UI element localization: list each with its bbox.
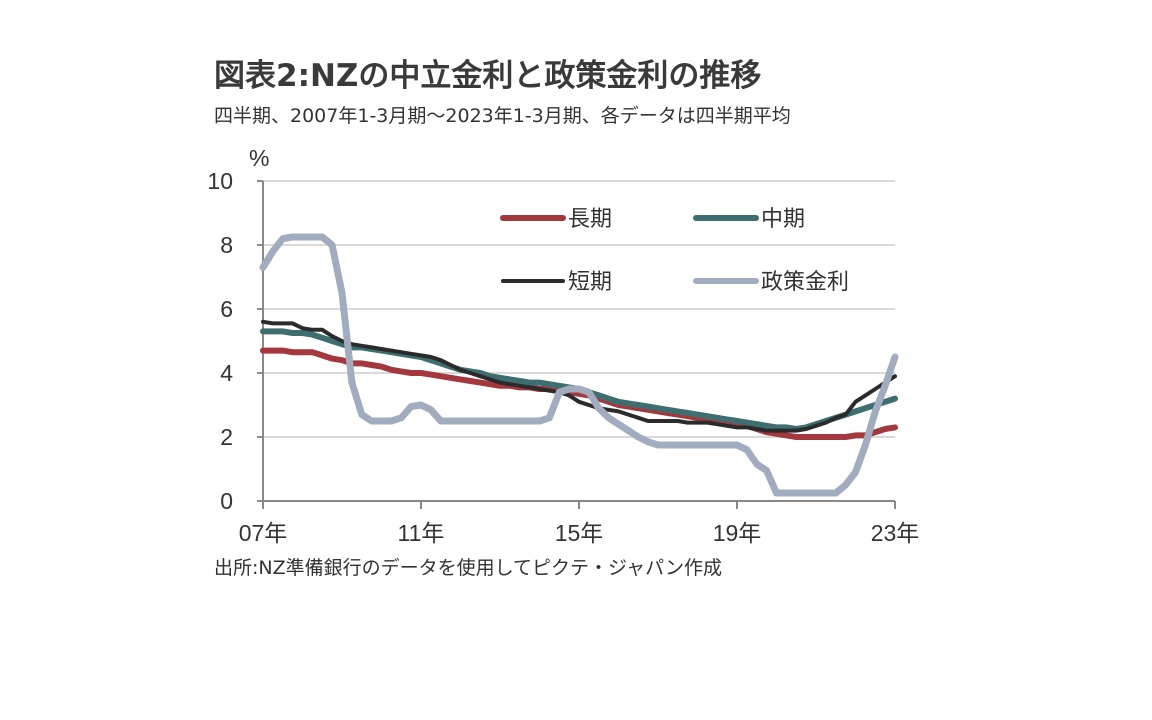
series-line-短期 [261, 319, 897, 433]
legend-item: 中期 [693, 207, 805, 232]
legend-item: 長期 [500, 207, 612, 232]
x-axis-ticks: 07年 11年 15年 19年 23年 [239, 501, 920, 546]
legend-label: 長期 [568, 207, 612, 232]
chart-title: 図表2:NZの中立金利と政策金利の推移 [214, 58, 762, 94]
x-tick-label: 07年 [239, 520, 288, 546]
y-tick-label: 10 [207, 168, 233, 194]
y-tick-label: 0 [220, 488, 233, 514]
series-line-長期 [260, 347, 898, 440]
x-tick-label: 11年 [398, 520, 445, 546]
x-tick-label: 19年 [713, 520, 762, 546]
y-tick-label: 4 [220, 360, 233, 386]
x-tick-label: 23年 [871, 520, 920, 546]
series-lines [259, 233, 899, 497]
y-axis-unit-label: % [249, 145, 269, 171]
source-note: 出所:NZ準備銀行のデータを使用してピクテ・ジャパン作成 [214, 557, 723, 579]
y-tick-label: 2 [220, 424, 233, 450]
legend-label: 中期 [761, 207, 805, 232]
chart-subtitle: 四半期、2007年1-3月期～2023年1-3月期、各データは四半期平均 [214, 105, 791, 127]
y-axis-ticks: 0 2 4 6 8 10 [207, 168, 263, 514]
legend-item: 政策金利 [693, 270, 849, 295]
y-tick-label: 8 [220, 232, 233, 258]
y-tick-label: 6 [220, 296, 233, 322]
legend-label: 短期 [568, 270, 612, 295]
x-tick-label: 15年 [555, 520, 604, 546]
legend-item: 短期 [501, 270, 612, 295]
legend-label: 政策金利 [761, 270, 849, 295]
series-line-政策金利 [259, 233, 899, 497]
